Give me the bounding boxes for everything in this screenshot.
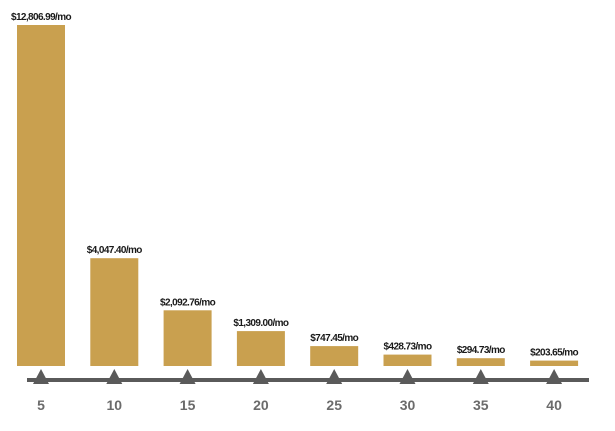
axis-marker-5 (33, 369, 49, 384)
axis-marker-40 (546, 369, 563, 384)
bar-35 (456, 358, 505, 366)
bar-value-label-40: $203.65/mo (530, 348, 578, 359)
x-tick-label-40: 40 (546, 397, 562, 413)
x-tick-label-15: 15 (180, 397, 196, 413)
bar-15 (163, 310, 212, 366)
bar-10 (90, 258, 139, 366)
axis-marker-15 (179, 369, 196, 384)
axis-marker-30 (399, 369, 416, 384)
bar-value-label-35: $294.73/mo (457, 345, 505, 356)
x-tick-label-5: 5 (37, 397, 45, 413)
bar-value-label-25: $747.45/mo (310, 333, 358, 344)
x-axis-line (27, 378, 589, 382)
axis-marker-35 (472, 369, 489, 384)
x-tick-label-25: 25 (326, 397, 342, 413)
bar-5 (17, 25, 65, 366)
bar-25 (310, 346, 359, 366)
axis-markers-group (33, 369, 563, 384)
bar-value-label-15: $2,092.76/mo (160, 297, 216, 308)
x-tick-label-10: 10 (107, 397, 123, 413)
bar-value-label-30: $428.73/mo (384, 342, 432, 353)
x-tick-label-20: 20 (253, 397, 269, 413)
bar-40 (530, 360, 579, 366)
axis-marker-20 (252, 369, 269, 384)
x-tick-label-30: 30 (400, 397, 416, 413)
axis-marker-25 (326, 369, 343, 384)
bar-labels-group: $12,806.99/mo $4,047.40/mo $2,092.76/mo $1,… (11, 12, 579, 359)
bar-value-label-10: $4,047.40/mo (87, 245, 143, 256)
x-tick-label-35: 35 (473, 397, 489, 413)
bars-group (17, 25, 579, 366)
tick-labels-group: 5 10 15 20 25 30 35 40 (37, 397, 562, 413)
bar-value-label-5: $12,806.99/mo (11, 12, 72, 23)
bar-30 (383, 354, 432, 366)
bar-value-label-20: $1,309.00/mo (233, 318, 289, 329)
bar-20 (236, 331, 285, 366)
axis-marker-10 (106, 369, 123, 384)
